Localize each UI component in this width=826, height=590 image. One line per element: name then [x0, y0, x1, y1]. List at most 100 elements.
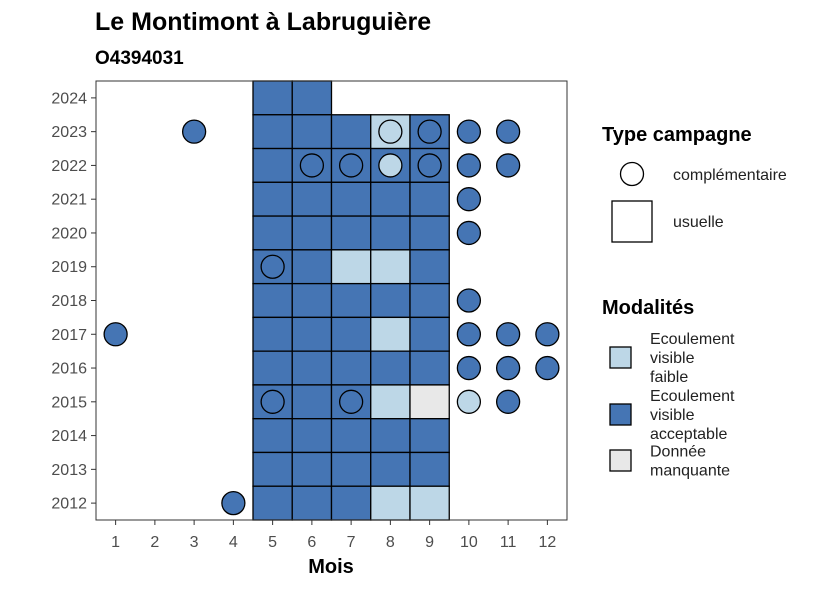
tile-2015-9	[409, 384, 450, 420]
tile-2024-5	[252, 80, 293, 116]
x-tick-label-8: 8	[386, 534, 395, 551]
point-2015-11	[495, 389, 521, 414]
tile-2019-6	[291, 249, 333, 285]
point-2022-9	[417, 153, 442, 178]
legend-type-campagne: Type campagne complémentaire usuelle	[602, 124, 787, 243]
tile-2023-7	[330, 114, 372, 150]
point-2015-10	[456, 389, 482, 414]
legend-label-acceptable: Ecoulement visible acceptable	[650, 388, 735, 443]
x-tick-label-10: 10	[460, 534, 478, 551]
tile-2016-8	[370, 350, 411, 386]
y-tick-label-2013: 2013	[51, 462, 87, 479]
tile-2015-8	[370, 384, 411, 420]
tile-2017-6	[291, 316, 333, 352]
point-2018-10	[456, 288, 482, 313]
tile-2016-7	[330, 350, 372, 386]
tile-2020-9	[409, 215, 450, 251]
points-layer	[103, 119, 560, 516]
legend-modalites-title: Modalités	[602, 297, 694, 319]
legend-label-complementaire: complémentaire	[673, 167, 787, 184]
tile-2020-5	[252, 215, 293, 251]
y-tick-label-2012: 2012	[51, 496, 87, 513]
y-tick-label-2014: 2014	[51, 428, 87, 445]
point-2022-6	[299, 153, 325, 178]
x-axis: 1 2 3 4 5 6 7 8 9 10 11 12	[111, 520, 556, 551]
point-2023-9	[417, 119, 442, 144]
tile-2014-6	[291, 418, 333, 454]
chart-subtitle: O4394031	[95, 48, 184, 69]
legend-modalites: Modalités Ecoulement visible faibleEcoulem…	[602, 297, 735, 480]
point-2017-1	[103, 322, 128, 347]
y-tick-label-2024: 2024	[51, 90, 87, 107]
point-2023-10	[456, 119, 482, 144]
tile-2016-6	[291, 350, 333, 386]
tile-2023-6	[291, 114, 333, 150]
x-tick-label-5: 5	[268, 534, 277, 551]
tile-2019-7	[330, 249, 372, 285]
point-2017-12	[535, 322, 560, 347]
tile-2012-6	[291, 485, 333, 521]
legend-label-faible: Ecoulement visible faible	[650, 331, 735, 386]
tile-2013-9	[409, 451, 450, 487]
y-tick-label-2017: 2017	[51, 327, 87, 344]
x-tick-label-2: 2	[150, 534, 159, 551]
tile-2020-8	[370, 215, 411, 251]
tile-2021-6	[291, 181, 333, 217]
y-axis: 2012 2013 2014 2015 2016 2017 2018 2019 2020 2021…	[51, 90, 96, 513]
point-2015-5	[260, 389, 285, 414]
point-2019-5	[260, 254, 285, 279]
tile-2014-5	[252, 418, 293, 454]
x-tick-label-4: 4	[229, 534, 238, 551]
point-2023-8	[378, 119, 403, 144]
point-2012-4	[221, 490, 246, 516]
x-axis-title: Mois	[308, 556, 354, 578]
tile-2023-5	[252, 114, 293, 150]
tile-2012-5	[252, 485, 293, 521]
x-tick-label-11: 11	[500, 534, 517, 551]
y-tick-label-2019: 2019	[51, 259, 87, 276]
tile-2018-7	[330, 282, 372, 319]
point-2022-11	[495, 153, 521, 178]
tile-2014-9	[409, 418, 450, 454]
tile-2014-7	[330, 418, 372, 454]
tile-2017-5	[252, 316, 293, 352]
tile-2019-9	[409, 249, 450, 285]
point-2023-11	[495, 119, 521, 144]
legend-label-usuelle: usuelle	[673, 214, 724, 231]
y-tick-label-2021: 2021	[51, 192, 87, 209]
tile-2019-8	[370, 249, 411, 285]
point-2016-12	[535, 355, 560, 381]
tile-2017-8	[370, 316, 411, 352]
tile-2017-9	[409, 316, 450, 352]
legend-key-usuelle	[611, 200, 653, 243]
legend-key-faible	[609, 346, 632, 369]
tile-2012-8	[370, 485, 411, 521]
y-tick-label-2023: 2023	[51, 124, 87, 141]
y-tick-label-2022: 2022	[51, 158, 87, 175]
x-tick-label-3: 3	[190, 534, 199, 551]
tile-2021-9	[409, 181, 450, 217]
tile-2013-7	[330, 451, 372, 487]
point-2017-10	[456, 322, 482, 347]
chart-title: Le Montimont à Labruguière	[95, 8, 431, 36]
tile-2013-8	[370, 451, 411, 487]
tiles-layer	[252, 80, 450, 521]
y-tick-label-2018: 2018	[51, 293, 87, 310]
legend-type-title: Type campagne	[602, 124, 752, 146]
tile-2013-6	[291, 451, 333, 487]
point-2020-10	[456, 220, 482, 246]
tile-2018-5	[252, 282, 293, 319]
tile-2012-7	[330, 485, 372, 521]
tile-2016-9	[409, 350, 450, 386]
legend-key-manquante	[609, 449, 632, 472]
tile-2024-6	[291, 80, 333, 116]
tile-2021-5	[252, 181, 293, 217]
tile-2018-8	[370, 282, 411, 319]
point-2022-7	[338, 153, 364, 178]
point-2017-11	[495, 322, 521, 347]
point-2016-11	[495, 355, 521, 381]
tile-2017-7	[330, 316, 372, 352]
tile-2021-8	[370, 181, 411, 217]
point-2022-10	[456, 153, 482, 178]
